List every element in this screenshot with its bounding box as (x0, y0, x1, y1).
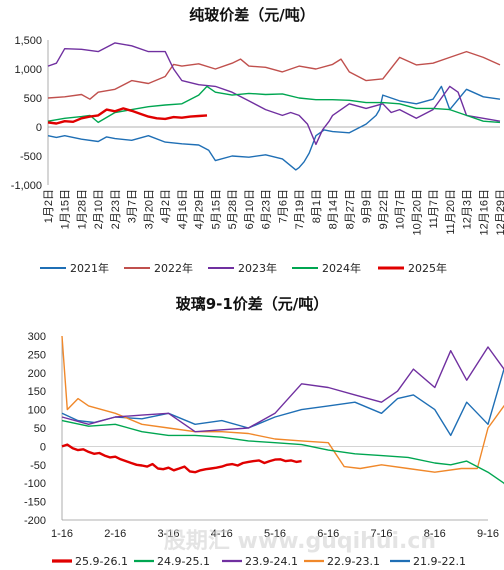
chart2-series-line-3 (61, 346, 504, 433)
chart2-x-tick-label: 8-16 (424, 528, 446, 540)
chart1-x-tick-label: 2月10日 (93, 189, 105, 229)
chart1-x-tick-label: 12月3日 (462, 189, 474, 229)
chart1-x-tick-label: 7月6日 (277, 189, 289, 223)
chart1-x-tick-label: 10月7日 (395, 189, 407, 229)
chart1-series-line-3 (47, 42, 501, 146)
chart2-legend-label: 23.9-24.1 (245, 555, 298, 568)
chart2-legend-label: 25.9-26.1 (75, 555, 128, 568)
chart1-x-tick-label: 7月19日 (294, 189, 306, 229)
chart1-y-tick-label: 500 (24, 93, 42, 105)
chart1-legend: 2021年 2022年 2023年 2024年 2025年 (40, 261, 447, 275)
chart2-y-tick-label: -50 (30, 460, 46, 472)
chart1-legend-label: 2021年 (70, 261, 109, 275)
chart2-series-line-2 (61, 419, 504, 485)
chart1-y-tick-label: 1,500 (14, 35, 42, 47)
chart2-legend-label: 22.9-23.1 (327, 555, 380, 568)
chart1-y-tick-label: 1,000 (14, 64, 42, 76)
chart1-x-tick-label: 1月28日 (76, 189, 88, 229)
chart2-title: 玻璃9-1价差（元/吨） (176, 295, 329, 313)
chart2-series-line-1 (61, 443, 302, 474)
chart1-x-tick-label: 5月28日 (227, 189, 239, 229)
chart2-y-tick-label: -200 (24, 515, 46, 527)
chart1-x-tick-label: 11月20日 (445, 189, 457, 235)
chart1-x-tick-label: 10月20日 (411, 189, 423, 235)
chart1-y-tick-label: -500 (20, 151, 42, 163)
chart1-x-tick-label: 8月1日 (311, 189, 323, 223)
chart2-x-tick-label: 4-16 (211, 528, 233, 540)
chart1-x-tick-label: 12月29日 (495, 189, 504, 235)
chart2-x-tick-label: 6-16 (317, 528, 339, 540)
chart2-series-line-5 (61, 368, 504, 437)
chart2-series-line-4 (61, 335, 504, 473)
chart1-x-tick-label: 4月2日 (160, 189, 172, 223)
chart2-legend-label: 24.9-25.1 (157, 555, 210, 568)
chart1-legend-label: 2025年 (408, 261, 447, 275)
chart2-legend: 25.9-26.1 24.9-25.1 23.9-24.1 22.9-23.1 21.9… (52, 555, 466, 568)
chart2-y-tick-label: 0 (40, 441, 46, 453)
chart1-x-tick-label: 8月14日 (328, 189, 340, 229)
chart1-x-tick-label: 4月16日 (177, 189, 189, 229)
chart1-series-line-5 (47, 107, 208, 125)
chart1-legend-label: 2024年 (322, 261, 361, 275)
chart1-x-tick-label: 5月15日 (210, 189, 222, 229)
chart2-y-tick-label: -100 (24, 478, 46, 490)
chart1-x-tick-label: 1月15日 (60, 189, 72, 229)
chart2-y-tick-label: -150 (24, 497, 46, 509)
chart2-x-tick-label: 7-16 (370, 528, 392, 540)
chart1-y-tick-label: 0 (36, 122, 42, 134)
chart2-x-tick-label: 5-16 (264, 528, 286, 540)
chart1-x-tick-label: 12月16日 (478, 189, 490, 235)
chart2-y-tick-label: 200 (28, 368, 46, 380)
chart1-x-tick-label: 1月2日 (43, 189, 55, 223)
chart1-x-tick-label: 2月23日 (110, 189, 122, 229)
chart1-legend-label: 2022年 (154, 261, 193, 275)
chart2-x-tick-label: 2-16 (104, 528, 126, 540)
chart1-x-tick-label: 3月20日 (143, 189, 155, 229)
watermark-text: 股期汇 www.guqihui.cn (164, 529, 436, 554)
chart2-y-tick-label: 100 (28, 405, 46, 417)
chart1-title: 纯玻价差（元/吨） (189, 6, 314, 24)
chart1-y-tick-label: -1,000 (11, 180, 42, 192)
chart1-x-tick-label: 6月23日 (261, 189, 273, 229)
chart2-y-tick-label: 150 (28, 386, 46, 398)
chart1-x-tick-label: 8月27日 (344, 189, 356, 229)
chart2-plot: 300 250 200 150 100 50 0 -50 -100 -150 -200 1-16 2-1… (24, 331, 504, 540)
chart2-legend-label: 21.9-22.1 (413, 555, 466, 568)
chart1-x-tick-label: 9月9日 (361, 189, 373, 223)
chart1-x-tick-label: 6月10日 (244, 189, 256, 229)
chart1-series-line-2 (47, 50, 501, 100)
chart2-x-tick-label: 9-16 (477, 528, 499, 540)
chart2-x-tick-label: 3-16 (157, 528, 179, 540)
chart1-x-tick-label: 11月7日 (428, 189, 440, 229)
chart2-x-tick-label: 1-16 (51, 528, 73, 540)
chart2-y-tick-label: 50 (34, 423, 46, 435)
chart1-x-tick-label: 4月29日 (194, 189, 206, 229)
chart1-series-line-4 (47, 85, 501, 124)
chart1-x-tick-label: 3月7日 (127, 189, 139, 223)
chart1-series-line-1 (47, 85, 501, 171)
chart2-y-tick-label: 300 (28, 331, 46, 343)
chart1-x-tick-label: 9月22日 (378, 189, 390, 229)
chart2-y-tick-label: 250 (28, 349, 46, 361)
chart1-legend-label: 2023年 (238, 261, 277, 275)
